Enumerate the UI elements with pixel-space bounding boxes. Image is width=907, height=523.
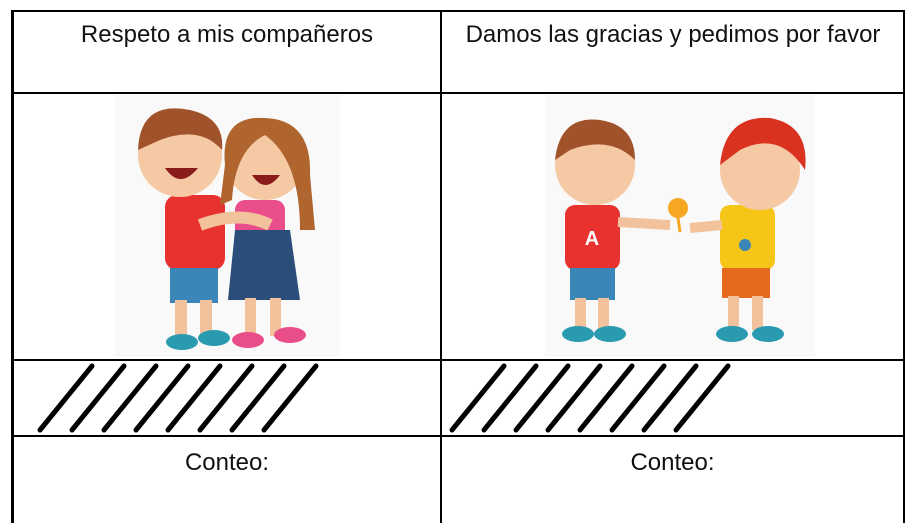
tally-stroke <box>165 363 223 433</box>
svg-text:A: A <box>585 228 599 250</box>
tally-stroke <box>449 363 507 433</box>
tally-group <box>449 363 731 433</box>
tally-stroke <box>197 363 255 433</box>
header-cell: Damos las gracias y pedimos por favor <box>465 21 881 48</box>
tally-stroke <box>69 363 127 433</box>
border <box>12 92 905 94</box>
border <box>12 359 905 361</box>
tally-stroke <box>577 363 635 433</box>
tally-marks <box>37 363 731 433</box>
header-cell: Respeto a mis compañeros <box>80 21 374 48</box>
hug-illustration <box>115 95 340 357</box>
border <box>12 10 905 12</box>
border <box>11 10 14 523</box>
border <box>440 10 442 523</box>
tally-stroke <box>513 363 571 433</box>
tally-stroke <box>545 363 603 433</box>
tally-stroke <box>609 363 667 433</box>
thanks-illustration: A <box>545 95 815 357</box>
tally-stroke <box>101 363 159 433</box>
tally-stroke <box>261 363 319 433</box>
border <box>903 10 905 523</box>
tally-stroke <box>673 363 731 433</box>
tally-stroke <box>481 363 539 433</box>
tally-stroke <box>37 363 95 433</box>
tally-group <box>37 363 319 433</box>
tally-stroke <box>229 363 287 433</box>
footer-cell: Conteo: <box>184 449 270 476</box>
tally-stroke <box>641 363 699 433</box>
tally-stroke <box>133 363 191 433</box>
border <box>12 435 905 437</box>
footer-cell: Conteo: <box>630 449 715 476</box>
